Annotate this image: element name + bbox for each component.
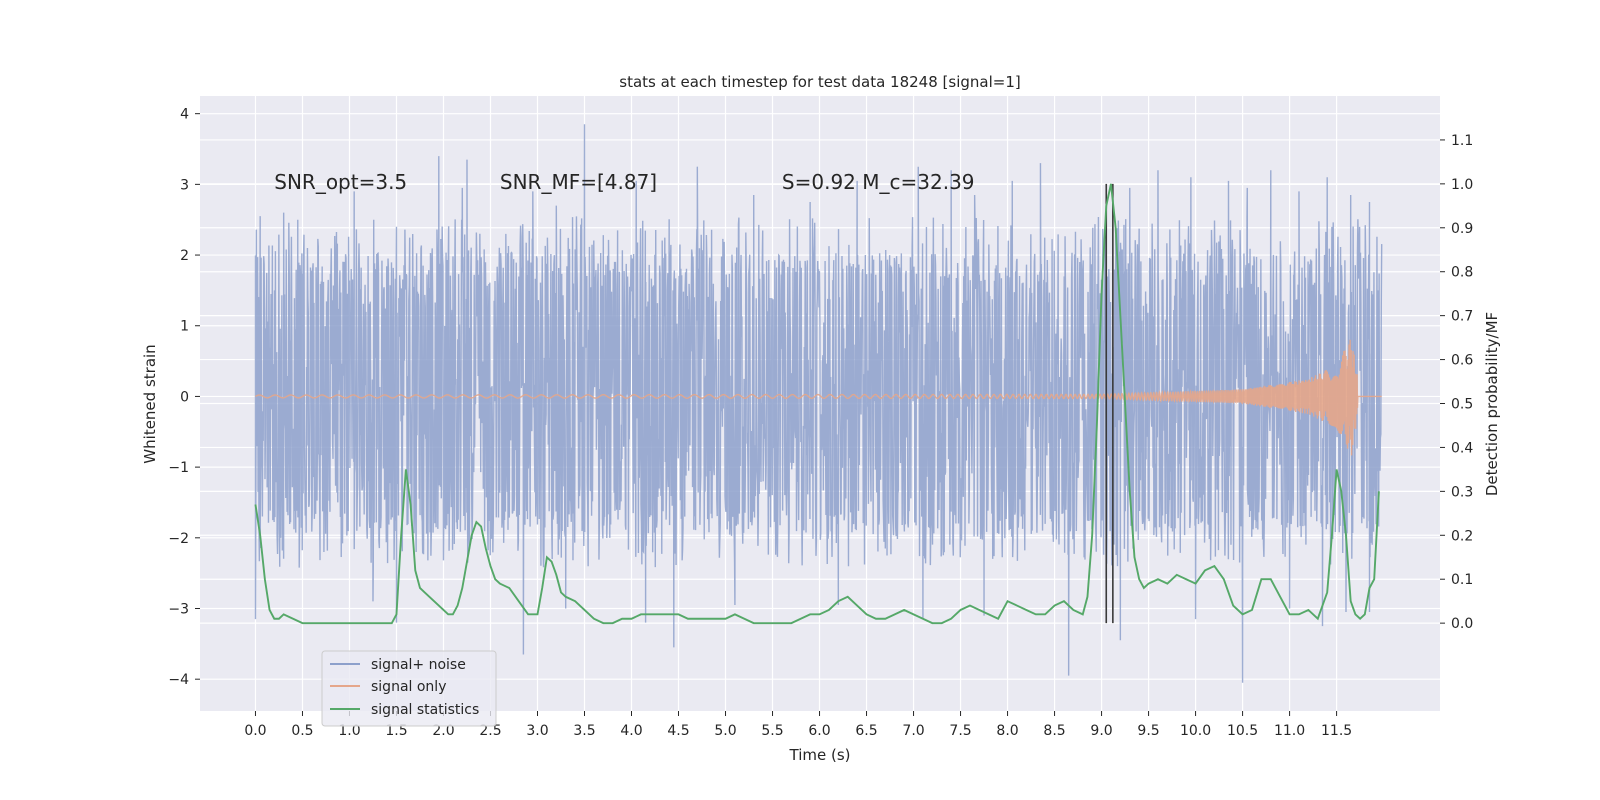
x-tick-label-17: 8.5 xyxy=(1043,723,1065,739)
y2-tick-label-8: 0.8 xyxy=(1451,265,1473,281)
x-tick-label-23: 11.5 xyxy=(1321,723,1352,739)
x-axis-label: Time (s) xyxy=(789,746,851,764)
legend-label-signal-only: signal only xyxy=(371,679,446,695)
x-tick-label-15: 7.5 xyxy=(949,723,971,739)
y2-tick-label-11: 1.1 xyxy=(1451,133,1473,149)
y2-tick-label-10: 1.0 xyxy=(1451,177,1473,193)
x-tick-label-22: 11.0 xyxy=(1274,723,1305,739)
y-axis-left: −4 −3 −2 −1 0 1 2 3 4 xyxy=(168,107,200,688)
x-tick-label-18: 9.0 xyxy=(1090,723,1112,739)
y-tick-label-0: −4 xyxy=(168,672,189,688)
x-tick-label-0: 0.0 xyxy=(244,723,266,739)
y2-axis-label: Detection probability/MF xyxy=(1483,312,1501,496)
y-axis-label: Whitened strain xyxy=(141,344,159,463)
y-tick-label-1: −3 xyxy=(168,602,189,618)
x-tick-label-10: 5.0 xyxy=(714,723,736,739)
series-signal-statistics xyxy=(254,183,1380,625)
x-tick-label-1: 0.5 xyxy=(291,723,313,739)
y-tick-label-2: −2 xyxy=(168,531,189,547)
y2-tick-label-4: 0.4 xyxy=(1451,440,1473,456)
x-tick-label-20: 10.0 xyxy=(1180,723,1211,739)
y2-tick-label-6: 0.6 xyxy=(1451,353,1473,369)
annotations: SNR_opt=3.5 SNR_MF=[4.87] S=0.92 M_c=32.39 xyxy=(274,170,974,194)
y-axis-right: 0.0 0.1 0.2 0.3 0.4 0.5 0.6 0.7 0.8 0.9 1.0 1.1 xyxy=(1440,133,1473,632)
x-tick-label-9: 4.5 xyxy=(667,723,689,739)
x-tick-label-21: 10.5 xyxy=(1227,723,1258,739)
x-tick-label-12: 6.0 xyxy=(808,723,830,739)
y-tick-label-6: 2 xyxy=(180,248,189,264)
x-tick-label-7: 3.5 xyxy=(573,723,595,739)
legend-label-signal-noise: signal+ noise xyxy=(371,657,466,673)
x-tick-label-19: 9.5 xyxy=(1137,723,1159,739)
y-tick-label-5: 1 xyxy=(180,319,189,335)
y-tick-label-8: 4 xyxy=(180,107,189,123)
legend-label-signal-statistics: signal statistics xyxy=(371,702,479,718)
annotation-1: SNR_MF=[4.87] xyxy=(500,170,657,194)
y2-tick-label-5: 0.5 xyxy=(1451,397,1473,413)
x-tick-label-16: 8.0 xyxy=(996,723,1018,739)
y-tick-label-7: 3 xyxy=(180,177,189,193)
y2-tick-label-7: 0.7 xyxy=(1451,309,1473,325)
y2-tick-label-0: 0.0 xyxy=(1451,616,1473,632)
x-tick-label-5: 2.5 xyxy=(479,723,501,739)
y2-tick-label-1: 0.1 xyxy=(1451,572,1473,588)
x-tick-label-11: 5.5 xyxy=(761,723,783,739)
x-tick-label-13: 6.5 xyxy=(855,723,877,739)
y-tick-label-4: 0 xyxy=(180,389,189,405)
y2-tick-label-2: 0.2 xyxy=(1451,528,1473,544)
y2-tick-label-3: 0.3 xyxy=(1451,484,1473,500)
x-tick-label-8: 4.0 xyxy=(620,723,642,739)
chart-title: stats at each timestep for test data 182… xyxy=(619,73,1020,91)
legend: signal+ noise signal only signal statist… xyxy=(321,650,497,727)
y-tick-label-3: −1 xyxy=(168,460,189,476)
x-tick-label-6: 3.0 xyxy=(526,723,548,739)
x-tick-label-2: 1.0 xyxy=(338,723,360,739)
series-layer xyxy=(254,124,1383,683)
series-signal-only xyxy=(255,339,1382,456)
x-axis: 0.0 0.5 1.0 1.5 2.0 2.5 3.0 3.5 4.0 4.5 5.0 5.5 6.0 6… xyxy=(244,711,1352,739)
legend-frame xyxy=(321,650,497,727)
annotation-0: SNR_opt=3.5 xyxy=(274,170,407,194)
series-signal-noise xyxy=(254,124,1383,683)
x-tick-label-4: 2.0 xyxy=(432,723,454,739)
x-tick-label-3: 1.5 xyxy=(385,723,407,739)
annotation-2: S=0.92 M_c=32.39 xyxy=(782,170,975,194)
x-tick-label-14: 7.0 xyxy=(902,723,924,739)
y2-tick-label-9: 0.9 xyxy=(1451,221,1473,237)
